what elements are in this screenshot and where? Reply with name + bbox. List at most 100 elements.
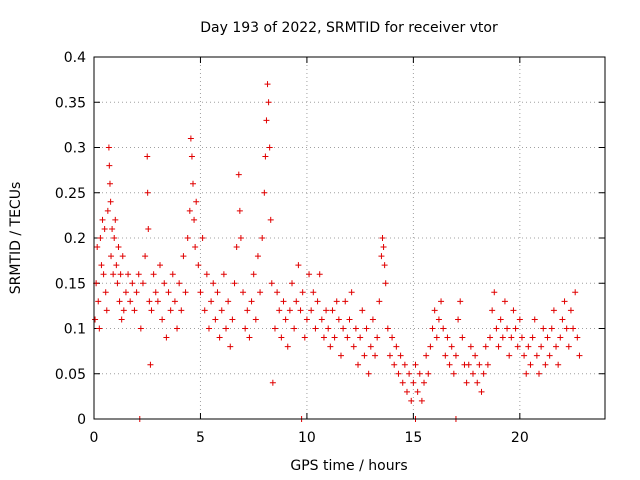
data-point: [119, 253, 126, 260]
data-point: [236, 207, 243, 214]
data-point: [565, 343, 572, 350]
data-point: [182, 289, 189, 296]
data-point: [225, 298, 232, 305]
data-point: [484, 361, 491, 368]
data-point: [101, 225, 108, 232]
data-point: [147, 361, 154, 368]
data-point: [380, 244, 387, 251]
data-point: [178, 307, 185, 314]
x-tick-label: 20: [511, 430, 529, 446]
data-point: [425, 370, 432, 377]
data-point: [365, 370, 372, 377]
data-point: [106, 180, 113, 187]
data-point: [342, 298, 349, 305]
data-point: [235, 171, 242, 178]
data-point: [429, 325, 436, 332]
data-point: [223, 325, 230, 332]
data-point: [491, 289, 498, 296]
data-point: [346, 316, 353, 323]
y-tick-label: 0.15: [55, 276, 86, 292]
data-point: [161, 280, 168, 287]
y-tick-label: 0.4: [64, 50, 86, 66]
data-point: [335, 316, 342, 323]
data-point: [262, 153, 269, 160]
data-point: [574, 334, 581, 341]
data-point: [504, 325, 511, 332]
data-point: [399, 379, 406, 386]
data-point: [116, 298, 123, 305]
data-point: [489, 307, 496, 314]
y-tick-label: 0.25: [55, 186, 86, 202]
data-point: [506, 352, 513, 359]
data-point: [525, 343, 532, 350]
data-point: [271, 325, 278, 332]
data-point: [193, 198, 200, 205]
data-point: [563, 325, 570, 332]
data-point: [333, 298, 340, 305]
data-point: [508, 334, 515, 341]
data-point: [154, 298, 161, 305]
x-axis-label: GPS time / hours: [290, 458, 407, 474]
data-point: [218, 307, 225, 314]
data-point: [100, 271, 107, 278]
data-point: [165, 289, 172, 296]
x-tick-label: 0: [90, 430, 99, 446]
data-point: [421, 379, 428, 386]
x-tick-label: 5: [196, 430, 205, 446]
data-point: [361, 352, 368, 359]
y-tick-label: 0: [77, 412, 86, 428]
data-point: [152, 289, 159, 296]
data-point: [553, 343, 560, 350]
data-point: [216, 334, 223, 341]
axis-ticks: 0 0.05 0.1 0.15 0.2 0.25 0.3 0.35 0.4 0 5 10 15 20: [55, 50, 605, 446]
data-point: [167, 307, 174, 314]
data-point: [306, 271, 313, 278]
data-point: [518, 334, 525, 341]
data-points: [92, 81, 583, 422]
data-point: [104, 207, 111, 214]
data-point: [142, 253, 149, 260]
data-point: [570, 325, 577, 332]
data-point: [127, 298, 134, 305]
data-point: [448, 343, 455, 350]
data-point: [108, 253, 115, 260]
data-point: [427, 343, 434, 350]
data-point: [331, 334, 338, 341]
data-point: [357, 334, 364, 341]
data-point: [99, 216, 106, 223]
data-point: [214, 289, 221, 296]
data-point: [516, 316, 523, 323]
data-point: [465, 361, 472, 368]
data-point: [480, 370, 487, 377]
data-point: [382, 280, 389, 287]
data-point: [171, 298, 178, 305]
data-point: [220, 271, 227, 278]
data-point: [406, 370, 413, 377]
data-point: [282, 316, 289, 323]
y-tick-label: 0.1: [64, 322, 86, 338]
data-point: [384, 325, 391, 332]
data-point: [242, 325, 249, 332]
data-point: [197, 289, 204, 296]
data-point: [446, 361, 453, 368]
data-point: [381, 262, 388, 269]
data-point: [122, 289, 129, 296]
data-point: [144, 153, 151, 160]
data-point: [316, 271, 323, 278]
data-point: [310, 289, 317, 296]
y-tick-label: 0.3: [64, 141, 86, 157]
data-point: [106, 162, 113, 169]
data-point: [94, 244, 101, 251]
data-point: [280, 298, 287, 305]
data-point: [293, 298, 300, 305]
data-point: [401, 361, 408, 368]
plot-frame: [93, 56, 606, 420]
data-point: [455, 316, 462, 323]
data-point: [190, 180, 197, 187]
data-point: [314, 298, 321, 305]
data-point: [268, 280, 275, 287]
data-point: [144, 189, 151, 196]
data-point: [372, 352, 379, 359]
data-point: [340, 325, 347, 332]
data-point: [186, 207, 193, 214]
